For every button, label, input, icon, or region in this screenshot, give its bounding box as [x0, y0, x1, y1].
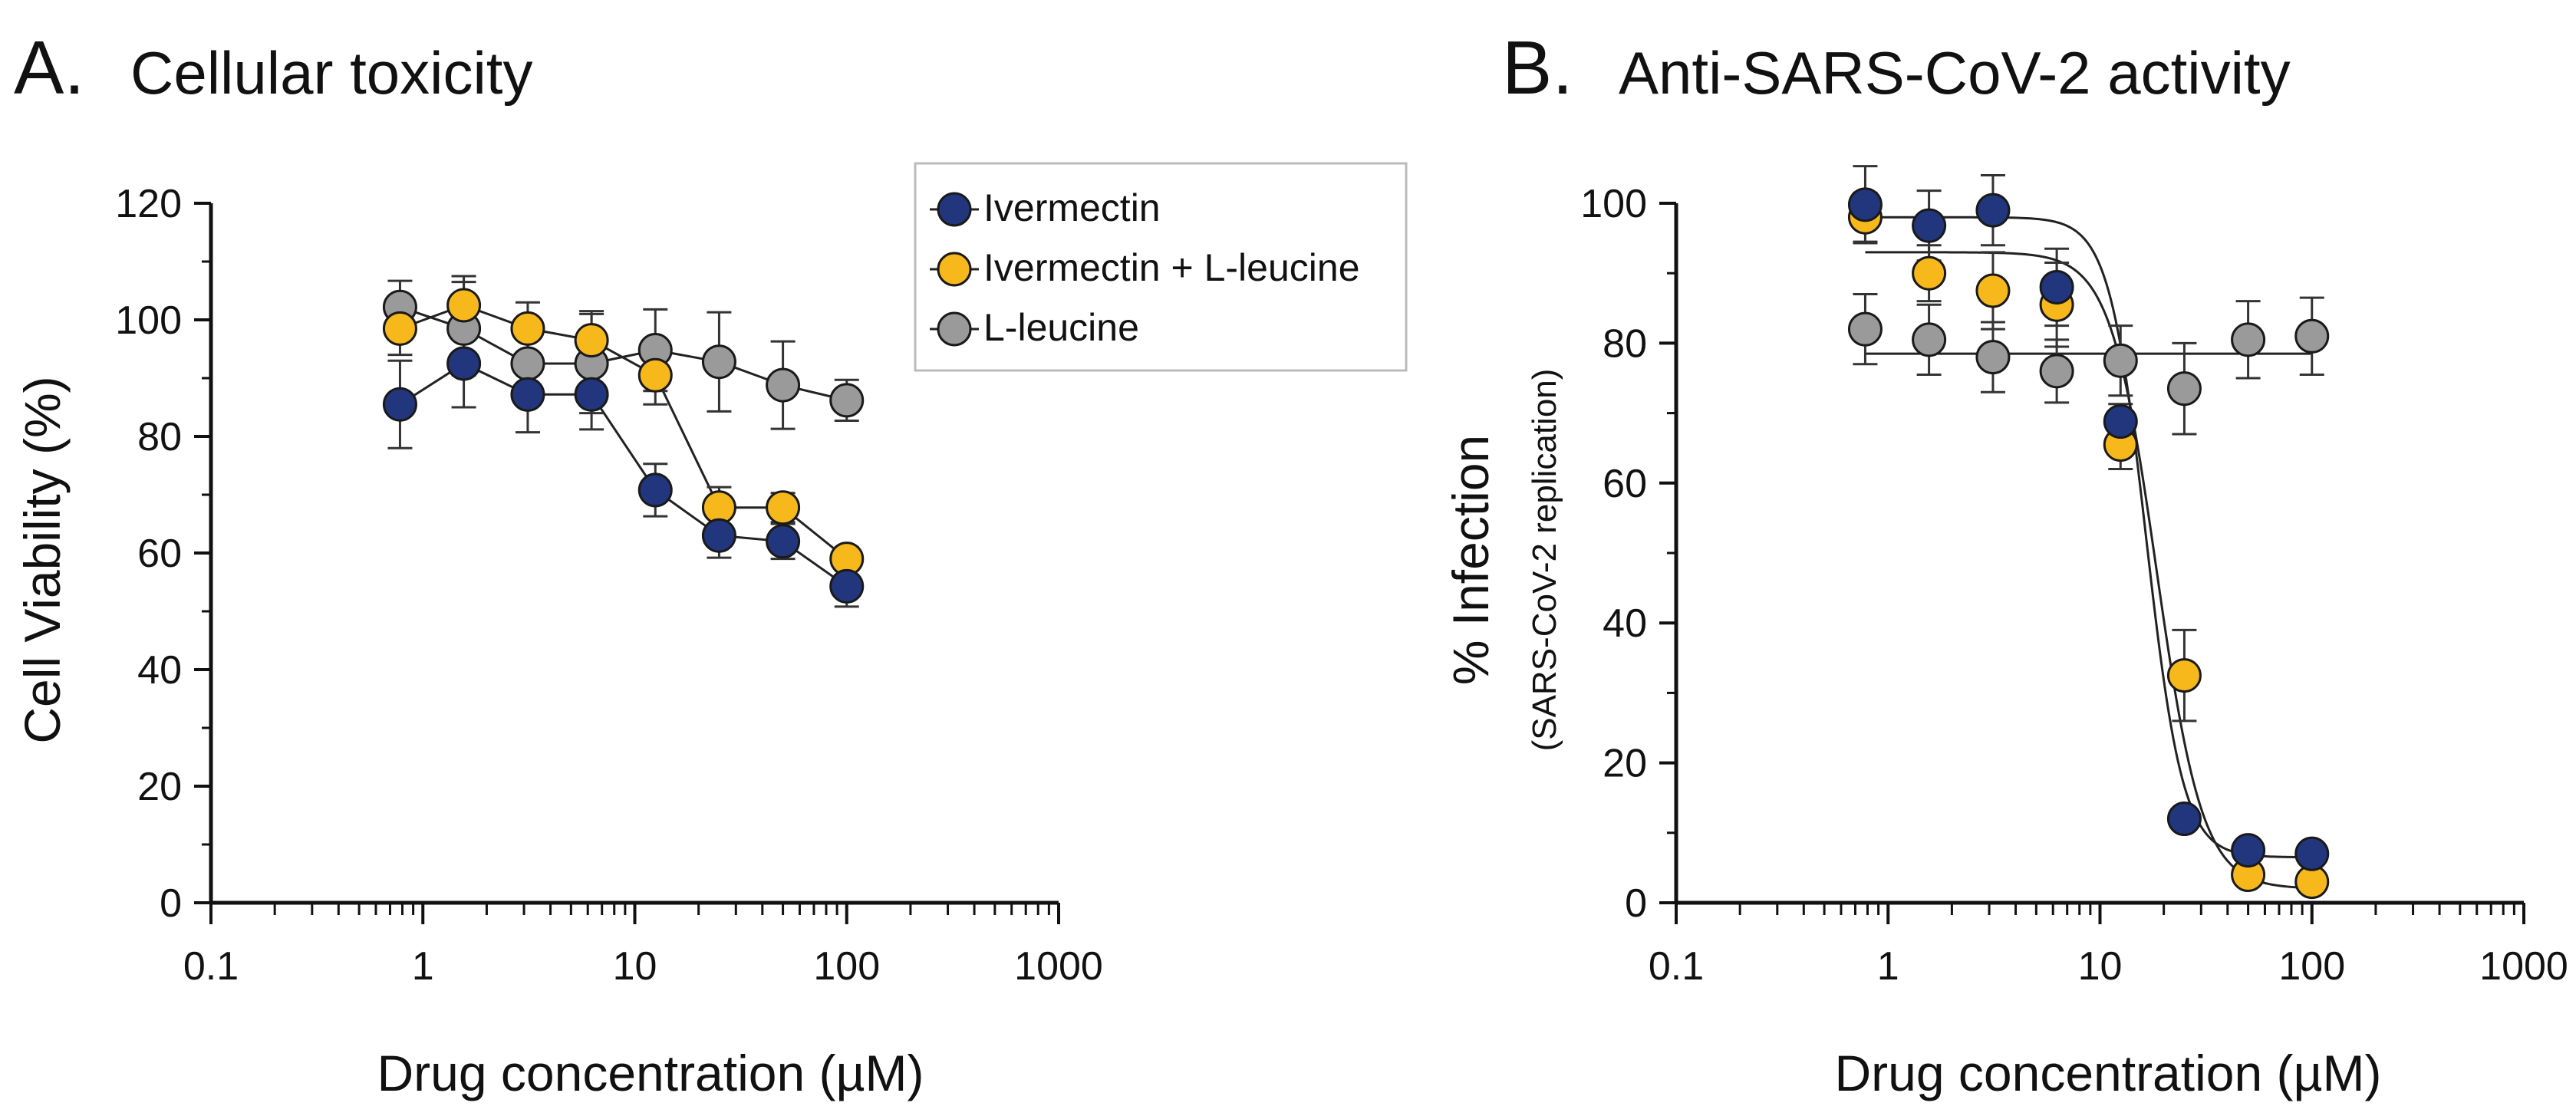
- panel-b-series-1-point: [2166, 658, 2202, 693]
- panel-b-y-tick-label: 40: [1603, 601, 1647, 646]
- panel-a-letter: A.: [14, 25, 85, 110]
- panel-b-series-2-point: [2166, 371, 2202, 407]
- panel-b-y-tick-label: 60: [1603, 462, 1647, 506]
- panel-b-title: Anti-SARS-CoV-2 activity: [1619, 39, 2291, 107]
- panel-b-series-0-point: [2039, 269, 2074, 305]
- panel-a-y-tick-label: 120: [115, 182, 182, 226]
- panel-a-series-0-point: [574, 377, 609, 412]
- panel-b-series-2-point: [1912, 322, 1947, 357]
- legend-box: [914, 162, 1408, 372]
- panel-b-x-title: Drug concentration (µM): [1835, 1045, 2382, 1101]
- panel-a-series-1-point: [510, 311, 545, 346]
- panel-b-series-0-point: [1847, 187, 1883, 222]
- panel-b-series-1-point: [1975, 273, 2011, 308]
- panel-a-y-tick-label: 80: [137, 415, 182, 459]
- panel-a-series-1-point: [766, 490, 801, 525]
- panel-b-series-0-point: [2103, 404, 2138, 439]
- panel-a-y-tick-label: 0: [160, 881, 182, 926]
- panel-a-series-1-point: [446, 288, 482, 323]
- panel-b-series-0-point: [2294, 836, 2330, 871]
- panel-a-y-tick-label: 100: [115, 298, 182, 343]
- panel-a-series-0-point: [766, 524, 801, 559]
- panel-a-series-0-point: [637, 472, 673, 508]
- panel-a-x-title: Drug concentration (µM): [377, 1045, 924, 1101]
- panel-a-y-title: Cell Viability (%): [14, 376, 71, 743]
- panel-a-x-tick-label: 0.1: [183, 944, 239, 989]
- panel-a-plot: 0 20 40 60 80 100 120 0.1 1 10 100 1000: [115, 182, 1103, 989]
- panel-b-y-subtitle: (SARS-CoV-2 replication): [1526, 369, 1563, 752]
- panel-b-series-0-point: [2166, 802, 2202, 837]
- panel-a-x-tick-label: 1000: [1014, 944, 1103, 989]
- panel-b-series-2-point: [2294, 318, 2330, 354]
- legend-marker-1: [937, 252, 972, 287]
- panel-b-x-tick-label: 100: [2278, 944, 2345, 989]
- panel-a-series-0-point: [510, 377, 545, 412]
- panel-a-x-tick-label: 100: [813, 944, 880, 989]
- panel-a-series-0-point: [701, 518, 736, 553]
- panel-b-y-title: % Infection: [1442, 435, 1499, 686]
- legend-label-ivermectin-leucine: Ivermectin + L-leucine: [983, 246, 1360, 289]
- legend: Ivermectin Ivermectin + L-leucine L-leuc…: [914, 162, 1408, 372]
- panel-b-series-0-point: [2231, 833, 2266, 868]
- panel-b-x-tick-label: 1: [1877, 944, 1899, 989]
- legend-label-ivermectin: Ivermectin: [983, 186, 1161, 229]
- panel-b-y-tick-label: 0: [1625, 881, 1647, 926]
- panel-a-series-2-point: [829, 383, 865, 418]
- panel-b-x-tick-label: 0.1: [1649, 944, 1704, 989]
- panel-b-letter: B.: [1502, 25, 1573, 110]
- panel-b-series-2-point: [2039, 354, 2074, 389]
- panel-b-x-tick-label: 1000: [2479, 944, 2568, 989]
- panel-b-series-2-point: [1975, 340, 2011, 375]
- panel-a-x-tick-label: 10: [613, 944, 657, 989]
- panel-a-series-0-point: [382, 387, 417, 422]
- panel-a-series-2-point: [766, 367, 801, 403]
- panel-a-series-2-point: [510, 346, 545, 381]
- panel-a-series-1-point: [382, 311, 417, 346]
- panel-b-series-0-point: [1912, 208, 1947, 243]
- panel-a-y-tick-label: 40: [137, 648, 182, 693]
- panel-b-series-0-point: [1975, 193, 2011, 228]
- panel-b-plot: 0 20 40 60 80 100 0.1 1 10 100 1000: [1580, 165, 2568, 989]
- panel-b-series-0-line: [1865, 216, 2312, 859]
- panel-b-y-tick-label: 80: [1603, 321, 1647, 366]
- panel-b-x-tick-label: 10: [2078, 944, 2123, 989]
- panel-a-series-0-point: [446, 346, 482, 381]
- panel-b-series-2-point: [1847, 311, 1883, 347]
- panel-b-y-tick-label: 20: [1603, 742, 1647, 786]
- panel-a-y-tick-label: 20: [137, 765, 182, 809]
- panel-a-series-0-point: [829, 568, 865, 604]
- panel-a-title: Cellular toxicity: [130, 39, 532, 107]
- panel-a-series-1-point: [574, 323, 609, 358]
- legend-marker-2: [937, 311, 972, 347]
- panel-b-series-1-point: [1912, 255, 1947, 291]
- panel-b-series-2-point: [2103, 343, 2138, 378]
- legend-label-leucine: L-leucine: [983, 306, 1139, 349]
- panel-b-y-tick-label: 100: [1580, 182, 1647, 226]
- panel-a-x-tick-label: 1: [412, 944, 434, 989]
- panel-b-series-2-point: [2231, 322, 2266, 357]
- legend-marker-0: [937, 192, 972, 227]
- panel-a-series-2-point: [701, 344, 736, 380]
- panel-a-y-tick-label: 60: [137, 532, 182, 576]
- panel-a-series-1-point: [637, 357, 673, 393]
